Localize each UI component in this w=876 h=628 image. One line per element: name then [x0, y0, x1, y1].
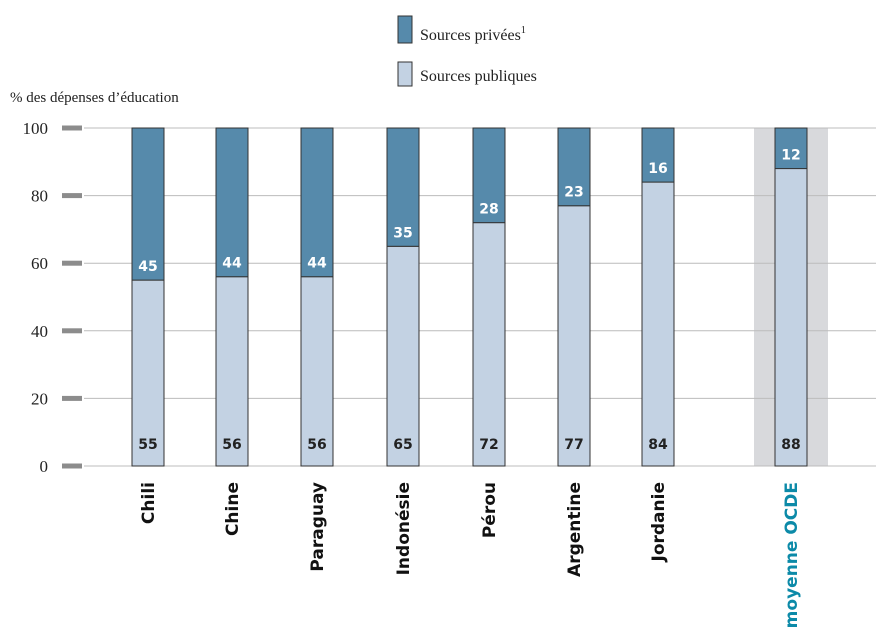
- x-tick-label: moyenne OCDE: [782, 482, 802, 628]
- y-tick-mark: [62, 463, 82, 469]
- data-label-public: 56: [307, 437, 326, 453]
- data-label-public: 77: [564, 437, 583, 453]
- data-label-private: 16: [648, 161, 667, 177]
- y-axis-label: % des dépenses d’éducation: [10, 90, 179, 106]
- legend-swatch-private: [397, 15, 413, 44]
- data-label-public: 84: [648, 437, 668, 453]
- x-tick-label: Argentine: [565, 482, 585, 577]
- data-label-public: 55: [138, 437, 157, 453]
- bar-segment-public: [641, 181, 675, 467]
- bar-segment-private: [131, 127, 165, 281]
- data-label-private: 44: [222, 256, 242, 272]
- y-tick-label: 20: [31, 389, 48, 408]
- bar-segment-public: [386, 245, 420, 467]
- x-tick-label: Indonésie: [394, 482, 414, 575]
- y-tick-label: 80: [31, 187, 48, 206]
- bar-segment-public: [131, 279, 165, 467]
- y-tick-mark: [62, 328, 82, 334]
- data-label-private: 44: [307, 256, 327, 272]
- data-label-public: 72: [479, 437, 498, 453]
- bar-segment-private: [557, 127, 591, 207]
- x-tick-label: Jordanie: [649, 482, 669, 563]
- y-tick-label: 0: [40, 457, 49, 476]
- bar-segment-public: [472, 222, 506, 467]
- y-tick-mark: [62, 193, 82, 199]
- legend-label-private: Sources privées1: [420, 25, 526, 44]
- bar-segment-private: [215, 127, 249, 278]
- data-label-public: 88: [781, 437, 800, 453]
- bar-segment-private: [300, 127, 334, 278]
- y-tick-mark: [62, 125, 82, 131]
- y-axis: 0 20 40 60 80 100: [23, 119, 82, 476]
- data-label-public: 56: [222, 437, 241, 453]
- data-label-private: 12: [781, 148, 800, 164]
- legend: Sources privées1 Sources publiques: [397, 15, 537, 87]
- x-tick-label: Chili: [139, 482, 159, 524]
- legend-swatch-public: [397, 61, 413, 87]
- y-tick-label: 60: [31, 254, 48, 273]
- x-tick-label: Pérou: [480, 482, 500, 538]
- data-label-private: 28: [479, 202, 498, 218]
- x-tick-label: Paraguay: [308, 482, 328, 572]
- bar-segment-private: [641, 127, 675, 183]
- y-tick-mark: [62, 395, 82, 401]
- data-label-private: 35: [393, 225, 412, 241]
- data-label-public: 65: [393, 437, 412, 453]
- x-axis-labels: Chili Chine Paraguay Indonésie Pérou Argentin…: [139, 482, 802, 628]
- data-label-private: 23: [564, 185, 583, 201]
- y-tick-label: 100: [23, 119, 49, 138]
- data-labels: 45 55 44 56 44 56 35 65 28 72 23 77 16 84 12 88: [138, 148, 800, 453]
- bar-segment-public: [557, 205, 591, 467]
- bars: [131, 127, 808, 467]
- bar-segment-private: [774, 127, 808, 170]
- x-tick-label: Chine: [223, 482, 243, 536]
- bar-segment-private: [472, 127, 506, 224]
- y-tick-label: 40: [31, 322, 48, 341]
- y-tick-mark: [62, 260, 82, 266]
- data-label-private: 45: [138, 259, 157, 275]
- bar-segment-public: [215, 276, 249, 467]
- legend-label-public: Sources publiques: [420, 68, 537, 85]
- bar-segment-public: [774, 168, 808, 467]
- bar-segment-private: [386, 127, 420, 247]
